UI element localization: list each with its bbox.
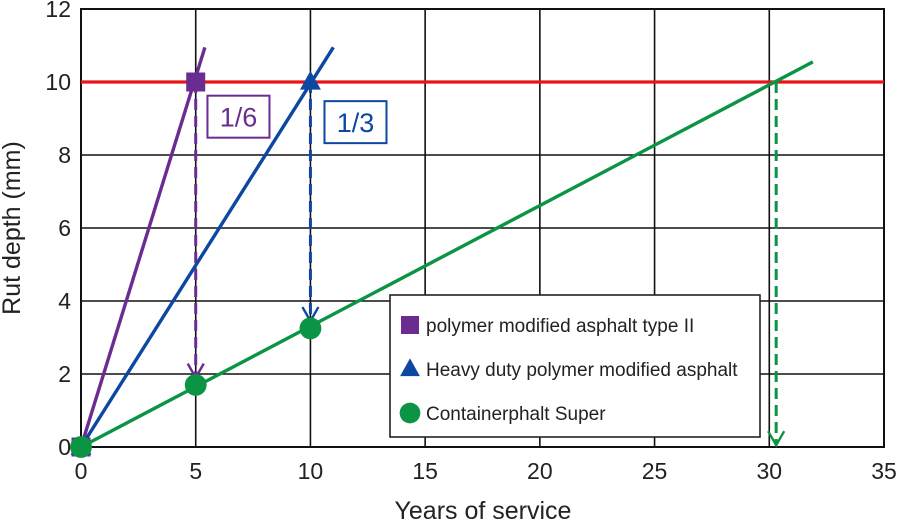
- data-markers: [70, 70, 322, 458]
- plot-frame: [80, 8, 885, 448]
- y-tick-label: 12: [45, 0, 71, 22]
- x-tick-label: 10: [298, 458, 324, 484]
- legend-item: Heavy duty polymer modified asphalt: [400, 358, 738, 381]
- triangle-marker: [400, 358, 420, 377]
- legend-label: polymer modified asphalt type II: [426, 316, 694, 337]
- y-tick-label: 8: [58, 142, 71, 168]
- legend-item: Containerphalt Super: [399, 402, 606, 425]
- ratio-annotation-label: 1/6: [220, 103, 258, 133]
- square-marker: [401, 316, 419, 334]
- drop-arrow-head: [767, 430, 786, 448]
- ratio-annotation-box: [323, 100, 388, 145]
- legend-box: [389, 294, 761, 438]
- legend-label: Containerphalt Super: [426, 404, 606, 425]
- series-line: [81, 46, 335, 447]
- circle-marker: [299, 317, 322, 340]
- y-axis-title: Rut depth (mm): [0, 141, 26, 315]
- circle-marker: [399, 402, 421, 424]
- square-marker: [186, 72, 206, 92]
- x-tick-label: 5: [189, 458, 202, 484]
- circle-marker: [184, 374, 207, 396]
- tick-labels: 0 5 10 15 20 25 30 35 0 2 4 6 8 10 12: [45, 0, 896, 484]
- y-tick-label: 10: [45, 69, 71, 95]
- y-tick-label: 6: [58, 215, 71, 241]
- x-tick-label: 0: [75, 458, 88, 484]
- x-axis-title: Years of service: [395, 497, 572, 521]
- ratio-annotation-box: [206, 94, 271, 139]
- y-tick-label: 4: [58, 288, 71, 314]
- x-tick-label: 35: [871, 458, 897, 484]
- ratio-annotation-label: 1/3: [337, 108, 375, 138]
- legend-item: polymer modified asphalt type II: [401, 316, 694, 337]
- legend: polymer modified asphalt type II Heavy du…: [389, 294, 761, 438]
- y-tick-label: 2: [58, 361, 71, 387]
- x-tick-label: 15: [412, 458, 438, 484]
- y-tick-label: 0: [58, 434, 71, 460]
- x-tick-label: 25: [642, 458, 668, 484]
- x-tick-label: 20: [527, 458, 553, 484]
- triangle-marker: [299, 70, 321, 90]
- circle-marker: [70, 436, 92, 458]
- ratio-annotations: 1/6 1/3: [206, 94, 388, 145]
- series-line: [81, 46, 207, 447]
- legend-label: Heavy duty polymer modified asphalt: [426, 360, 738, 381]
- x-tick-label: 30: [756, 458, 782, 484]
